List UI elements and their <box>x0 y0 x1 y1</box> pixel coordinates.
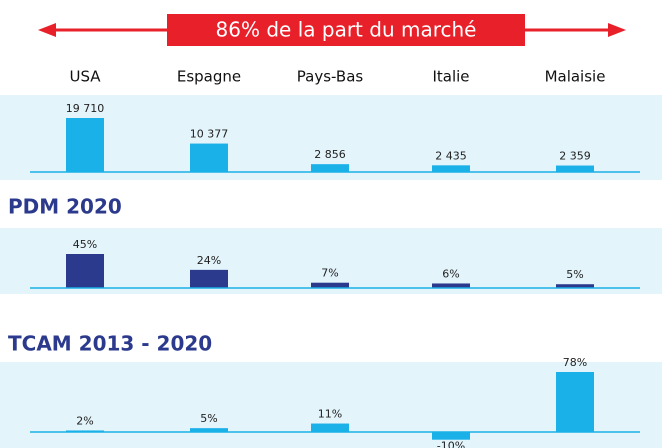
category-label: Italie <box>432 68 469 86</box>
bar <box>556 165 594 172</box>
bar <box>311 282 349 288</box>
value-label: 45% <box>73 238 97 251</box>
value-label: 11% <box>318 408 342 421</box>
value-label: 6% <box>442 267 459 280</box>
value-label: 24% <box>197 254 221 267</box>
bar <box>432 432 470 440</box>
category-label: Malaisie <box>545 68 606 86</box>
arrow-head-left <box>38 23 56 37</box>
bar <box>311 164 349 172</box>
bar <box>190 269 228 288</box>
bar <box>190 143 228 172</box>
value-label: 7% <box>321 267 338 280</box>
value-label: 78% <box>563 356 587 369</box>
category-label: Espagne <box>177 68 241 86</box>
category-label: USA <box>69 68 101 86</box>
panel-band <box>0 362 662 448</box>
value-label: 5% <box>566 268 583 281</box>
value-label: 5% <box>200 412 217 425</box>
value-label: 2 359 <box>559 150 591 163</box>
value-label: 10 377 <box>190 128 229 141</box>
bar <box>190 428 228 432</box>
bar <box>556 284 594 288</box>
chart-title: TCAM 2013 - 2020 <box>8 332 212 356</box>
value-label: -10% <box>437 440 465 448</box>
bar <box>556 372 594 432</box>
bar <box>66 118 104 172</box>
bar <box>66 254 104 288</box>
banner-text: 86% de la part du marché <box>216 18 477 42</box>
bar <box>432 283 470 288</box>
bar <box>66 430 104 432</box>
category-label: Pays-Bas <box>297 68 364 86</box>
value-label: 2% <box>76 414 93 427</box>
value-label: 2 856 <box>314 148 346 161</box>
bar <box>311 423 349 432</box>
value-label: 2 435 <box>435 149 467 162</box>
banner-box <box>167 14 525 46</box>
bar <box>432 165 470 172</box>
arrow-head-right <box>608 23 626 37</box>
chart-title: PDM 2020 <box>8 195 122 219</box>
value-label: 19 710 <box>66 102 105 115</box>
